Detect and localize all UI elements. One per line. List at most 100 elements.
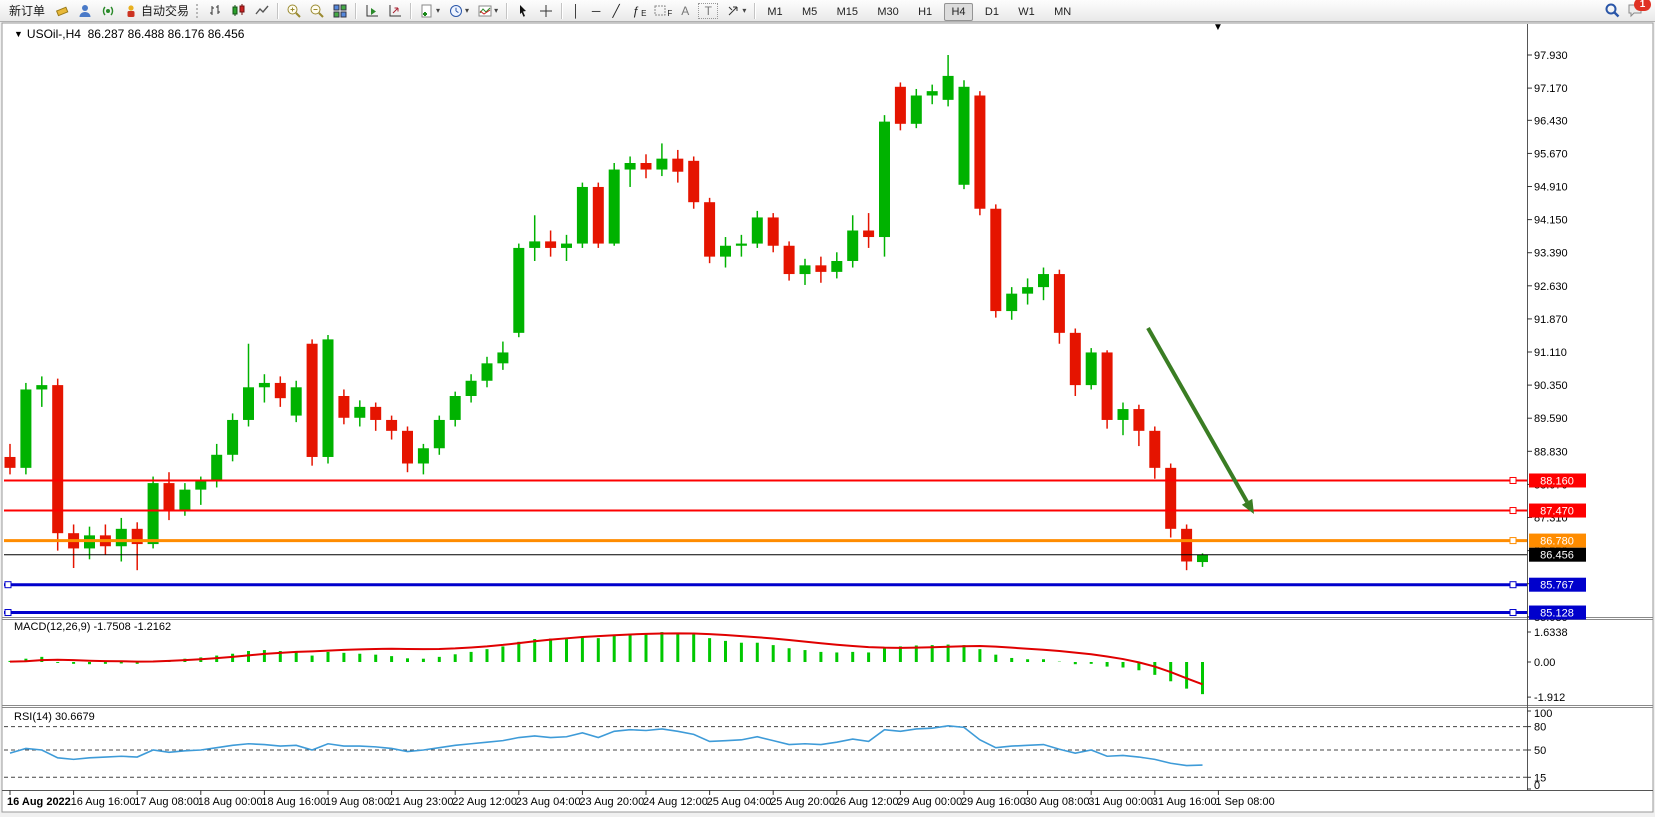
periods-button[interactable]: ▾ <box>444 1 473 21</box>
rsi-indicator-label: RSI(14) 30.6679 <box>14 711 95 723</box>
autotrade-label: 自动交易 <box>141 4 190 18</box>
profile-icon <box>76 2 93 19</box>
svg-text:25 Aug 20:00: 25 Aug 20:00 <box>770 796 835 808</box>
cursor-button[interactable] <box>511 1 534 21</box>
toolbar-grip <box>196 3 200 18</box>
signals-button[interactable] <box>96 1 119 21</box>
text-label-tool[interactable]: T <box>695 1 721 21</box>
svg-text:86.456: 86.456 <box>1540 550 1574 562</box>
autotrade-button[interactable]: 自动交易 <box>119 1 194 21</box>
svg-text:85.767: 85.767 <box>1540 580 1574 592</box>
text-tool[interactable]: A <box>675 1 695 21</box>
zoom-out-icon <box>308 2 325 19</box>
notifications-button[interactable]: 1 <box>1624 0 1651 21</box>
price-label: 85.128 <box>1529 605 1586 620</box>
svg-text:29 Aug 16:00: 29 Aug 16:00 <box>961 796 1026 808</box>
search-icon <box>1604 2 1621 19</box>
tab-timeframe-d1[interactable]: D1 <box>984 5 999 18</box>
price-label: 86.780 <box>1529 533 1586 548</box>
svg-text:21 Aug 23:00: 21 Aug 23:00 <box>389 796 454 808</box>
vertical-line-tool[interactable]: │ <box>566 1 586 21</box>
chevron-down-icon[interactable]: ▾ <box>465 6 470 15</box>
tab-timeframe-h1[interactable]: H1 <box>918 5 933 18</box>
svg-text:88.830: 88.830 <box>1534 446 1568 458</box>
zoom-in-icon <box>285 2 302 19</box>
tab-timeframe-h4[interactable]: H4 <box>944 2 973 21</box>
toolbar: 新订单 自动交易 <box>0 0 1655 22</box>
chevron-down-icon[interactable]: ▾ <box>742 6 747 15</box>
svg-text:94.150: 94.150 <box>1534 215 1568 227</box>
arrows-tool[interactable]: ▾ <box>721 1 750 21</box>
line-handle[interactable] <box>1509 507 1517 515</box>
tab-timeframe-mn[interactable]: MN <box>1054 5 1072 18</box>
cycle-lines-sub-label: F <box>667 9 673 18</box>
toolbar-separator <box>506 2 508 19</box>
macd-axis: 1.6338 0.00 -1.912 <box>1527 627 1568 704</box>
price-label: 88.160 <box>1529 473 1586 488</box>
crosshair-icon <box>537 2 554 19</box>
zoom-out-button[interactable] <box>305 1 328 21</box>
svg-text:16 Aug 16:00: 16 Aug 16:00 <box>71 796 136 808</box>
svg-text:95.670: 95.670 <box>1534 148 1568 160</box>
trend-arrow[interactable] <box>1146 327 1249 503</box>
crosshair-button[interactable] <box>534 1 557 21</box>
svg-text:-1.912: -1.912 <box>1534 692 1565 704</box>
cycle-lines-tool[interactable]: F <box>649 1 675 21</box>
new-order-button[interactable]: 新订单 <box>4 1 50 21</box>
ticket-button[interactable] <box>50 1 73 21</box>
candlestick-chart-button[interactable] <box>227 1 250 21</box>
chart-shift-button[interactable] <box>383 1 406 21</box>
collapse-triangle-icon[interactable]: ▼ <box>14 29 23 39</box>
svg-text:93.390: 93.390 <box>1534 248 1568 260</box>
toolbar-separator <box>754 2 756 19</box>
chart-shift-marker-icon[interactable]: ▼ <box>1213 22 1223 33</box>
bar-chart-button[interactable] <box>204 1 227 21</box>
horizontal-line-tool[interactable]: ─ <box>586 1 606 21</box>
trendline-tool[interactable]: ╱ <box>606 1 626 21</box>
tab-timeframe-m15[interactable]: M15 <box>836 5 858 18</box>
tile-windows-button[interactable] <box>328 1 351 21</box>
svg-text:87.470: 87.470 <box>1540 506 1574 518</box>
line-handle[interactable] <box>1509 609 1517 617</box>
tile-windows-icon <box>331 2 348 19</box>
template-button[interactable]: ▾ <box>473 1 502 21</box>
toolbar-separator <box>561 2 563 19</box>
chevron-down-icon[interactable]: ▾ <box>436 6 441 15</box>
line-handle[interactable] <box>1509 537 1517 545</box>
line-handle[interactable] <box>4 581 12 589</box>
line-handle[interactable] <box>1509 476 1517 484</box>
tab-timeframe-m1[interactable]: M1 <box>767 5 783 18</box>
chart-window <box>1 22 1654 813</box>
svg-text:91.870: 91.870 <box>1534 314 1568 326</box>
svg-text:31 Aug 00:00: 31 Aug 00:00 <box>1088 796 1153 808</box>
new-chart-button[interactable]: ▾ <box>415 1 444 21</box>
svg-text:29 Aug 00:00: 29 Aug 00:00 <box>897 796 962 808</box>
search-button[interactable] <box>1601 1 1624 21</box>
line-chart-button[interactable] <box>250 1 273 21</box>
autotrade-icon <box>122 2 139 19</box>
chart-title: ▼ USOil-,H4 86.287 86.488 86.176 86.456 <box>14 27 244 41</box>
svg-text:25 Aug 04:00: 25 Aug 04:00 <box>707 796 772 808</box>
auto-scroll-button[interactable] <box>360 1 383 21</box>
fibonacci-sub-label: E <box>641 9 647 18</box>
svg-text:86.780: 86.780 <box>1540 536 1574 548</box>
chevron-down-icon[interactable]: ▾ <box>494 6 499 15</box>
tab-timeframe-m30[interactable]: M30 <box>877 5 899 18</box>
notification-badge: 1 <box>1634 0 1651 11</box>
horizontal-line-icon: ─ <box>591 3 601 18</box>
profile-button[interactable] <box>73 1 96 21</box>
svg-text:31 Aug 16:00: 31 Aug 16:00 <box>1152 796 1217 808</box>
zoom-in-button[interactable] <box>282 1 305 21</box>
trend-arrow-head[interactable] <box>1241 498 1254 514</box>
rsi-axis: 100 80 50 150 <box>1527 708 1552 792</box>
ticket-icon <box>53 2 70 19</box>
toolbar-separator <box>277 2 279 19</box>
line-handle[interactable] <box>1509 581 1517 589</box>
tab-timeframe-w1[interactable]: W1 <box>1018 5 1035 18</box>
tab-timeframe-m5[interactable]: M5 <box>801 5 818 18</box>
line-handle[interactable] <box>4 609 12 617</box>
